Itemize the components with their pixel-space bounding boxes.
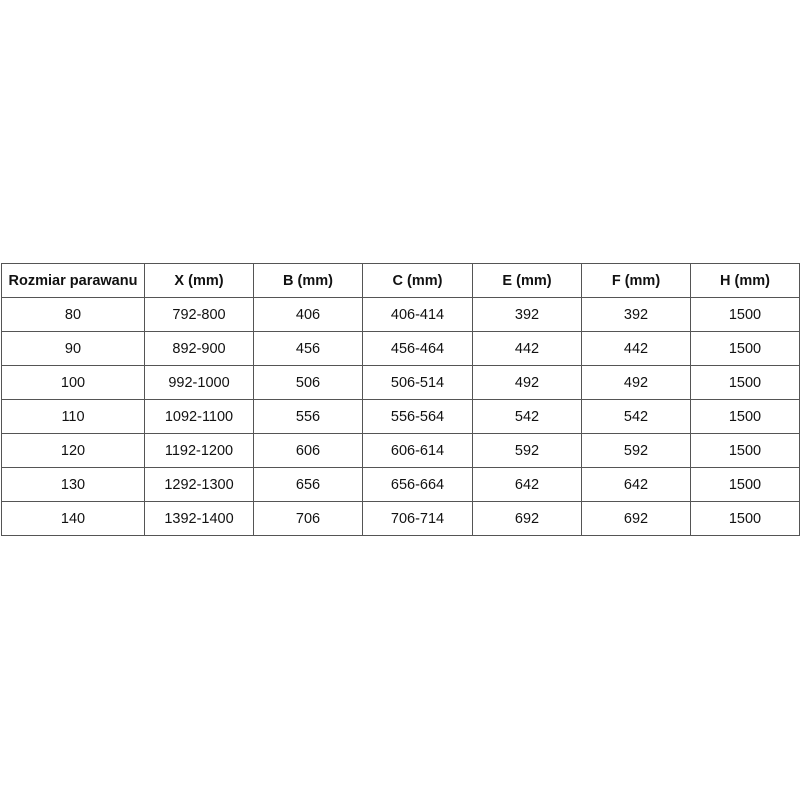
table-cell: 406	[253, 297, 363, 332]
table-cell: 1500	[690, 297, 800, 332]
table-row: 130 1292-1300 656 656-664 642 642 1500	[1, 467, 800, 502]
table-cell: 1500	[690, 399, 800, 434]
table-cell: 442	[472, 331, 582, 366]
table-cell: 406-414	[362, 297, 473, 332]
header-row: Rozmiar parawanu X (mm) B (mm) C (mm) E (mm)…	[1, 263, 800, 298]
table-cell: 456	[253, 331, 363, 366]
table-cell: 80	[1, 297, 145, 332]
table-cell: 100	[1, 365, 145, 400]
column-header: H (mm)	[690, 263, 800, 298]
table-cell: 706	[253, 501, 363, 536]
table-cell: 392	[581, 297, 691, 332]
table-row: 120 1192-1200 606 606-614 592 592 1500	[1, 433, 800, 468]
table-cell: 442	[581, 331, 691, 366]
column-header: B (mm)	[253, 263, 363, 298]
table-cell: 1092-1100	[144, 399, 254, 434]
table-cell: 656-664	[362, 467, 473, 502]
table-cell: 992-1000	[144, 365, 254, 400]
column-header: X (mm)	[144, 263, 254, 298]
table-row: 140 1392-1400 706 706-714 692 692 1500	[1, 501, 800, 536]
table-cell: 556-564	[362, 399, 473, 434]
table-cell: 542	[581, 399, 691, 434]
table-cell: 692	[581, 501, 691, 536]
table-cell: 592	[581, 433, 691, 468]
table-row: 80 792-800 406 406-414 392 392 1500	[1, 297, 800, 332]
table-row: 90 892-900 456 456-464 442 442 1500	[1, 331, 800, 366]
table-cell: 1500	[690, 365, 800, 400]
table-cell: 692	[472, 501, 582, 536]
table-cell: 1292-1300	[144, 467, 254, 502]
table-cell: 392	[472, 297, 582, 332]
table-cell: 592	[472, 433, 582, 468]
table-cell: 792-800	[144, 297, 254, 332]
column-header: F (mm)	[581, 263, 691, 298]
table-row: 100 992-1000 506 506-514 492 492 1500	[1, 365, 800, 400]
table-cell: 706-714	[362, 501, 473, 536]
dimensions-table: Rozmiar parawanu X (mm) B (mm) C (mm) E (mm)…	[1, 263, 800, 536]
table-cell: 492	[581, 365, 691, 400]
table-cell: 642	[581, 467, 691, 502]
table-cell: 892-900	[144, 331, 254, 366]
table-cell: 642	[472, 467, 582, 502]
table-cell: 1500	[690, 501, 800, 536]
table-cell: 606-614	[362, 433, 473, 468]
table-cell: 656	[253, 467, 363, 502]
table-cell: 542	[472, 399, 582, 434]
column-header: C (mm)	[362, 263, 473, 298]
table-cell: 1192-1200	[144, 433, 254, 468]
table-cell: 120	[1, 433, 145, 468]
table-cell: 140	[1, 501, 145, 536]
table-cell: 506-514	[362, 365, 473, 400]
table-cell: 130	[1, 467, 145, 502]
table-cell: 1392-1400	[144, 501, 254, 536]
table-cell: 1500	[690, 433, 800, 468]
table-cell: 606	[253, 433, 363, 468]
column-header: Rozmiar parawanu	[1, 263, 145, 298]
table-cell: 556	[253, 399, 363, 434]
table-row: 110 1092-1100 556 556-564 542 542 1500	[1, 399, 800, 434]
table-cell: 506	[253, 365, 363, 400]
table-cell: 492	[472, 365, 582, 400]
table-cell: 1500	[690, 467, 800, 502]
table-cell: 456-464	[362, 331, 473, 366]
table-cell: 110	[1, 399, 145, 434]
table-cell: 1500	[690, 331, 800, 366]
column-header: E (mm)	[472, 263, 582, 298]
table-cell: 90	[1, 331, 145, 366]
